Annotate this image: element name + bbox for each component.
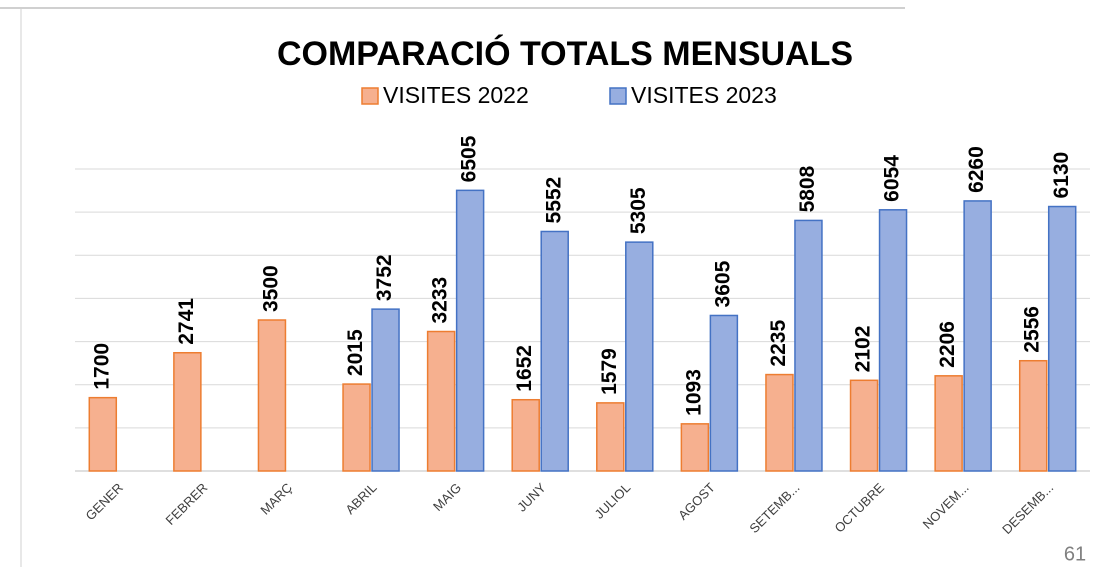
data-label: 1093 xyxy=(682,369,705,416)
data-label: 3233 xyxy=(429,277,452,324)
bar xyxy=(849,379,879,472)
page-number: 61 xyxy=(1064,543,1086,565)
bar xyxy=(257,319,287,472)
data-label: 5305 xyxy=(627,187,650,234)
x-tick-label: AGOST xyxy=(675,480,718,523)
x-tick-label: MARÇ xyxy=(257,480,295,518)
legend-swatch xyxy=(609,87,627,105)
data-label: 2741 xyxy=(175,298,198,345)
bar xyxy=(371,308,400,472)
bar xyxy=(794,219,823,472)
bar xyxy=(709,314,739,472)
bar xyxy=(426,330,456,472)
bar xyxy=(934,375,963,472)
bar xyxy=(1018,359,1048,472)
bar xyxy=(88,396,118,472)
bar xyxy=(596,402,625,472)
data-label: 2206 xyxy=(936,321,959,368)
x-tick-label: SETEMB... xyxy=(746,480,802,536)
data-label: 1652 xyxy=(513,345,536,392)
x-tick-label: NOVEM... xyxy=(920,480,972,532)
bar xyxy=(173,351,202,472)
data-label: 2015 xyxy=(344,329,367,376)
bar xyxy=(765,373,794,472)
x-tick-label: ABRIL xyxy=(342,480,379,517)
data-label: 6130 xyxy=(1050,152,1073,199)
data-label: 2102 xyxy=(852,326,875,373)
data-label: 2556 xyxy=(1021,306,1044,353)
bar xyxy=(625,241,654,472)
x-tick-label: MAIG xyxy=(430,480,464,514)
x-tick-label: GENER xyxy=(83,480,126,523)
bar xyxy=(511,398,540,472)
legend-swatch xyxy=(361,87,379,105)
x-tick-label: OCTUBRE xyxy=(832,480,888,536)
chart-title: COMPARACIÓ TOTALS MENSUALS xyxy=(277,35,853,73)
data-label: 6054 xyxy=(881,155,904,202)
bar xyxy=(1047,205,1077,472)
bar xyxy=(878,209,908,472)
x-tick-label: JUNY xyxy=(514,480,549,515)
bar xyxy=(963,200,992,472)
data-label: 3752 xyxy=(373,254,396,301)
bar xyxy=(540,230,569,472)
data-label: 6260 xyxy=(965,146,988,193)
bar xyxy=(455,189,485,472)
data-label: 6505 xyxy=(458,135,481,182)
bar xyxy=(680,423,710,472)
x-tick-label: FEBRER xyxy=(163,480,211,528)
data-label: 2235 xyxy=(767,320,790,367)
x-tick-label: DESEMB... xyxy=(999,480,1056,537)
data-label: 3500 xyxy=(260,265,283,312)
legend-label: VISITES 2022 xyxy=(383,82,529,108)
legend-label: VISITES 2023 xyxy=(631,82,777,108)
data-label: 3605 xyxy=(711,260,734,307)
x-tick-label: JULIOL xyxy=(592,480,634,522)
data-label: 5808 xyxy=(796,165,819,212)
data-label: 1700 xyxy=(90,343,113,390)
data-label: 5552 xyxy=(542,177,565,224)
bar xyxy=(342,383,371,472)
data-label: 1579 xyxy=(598,348,621,395)
